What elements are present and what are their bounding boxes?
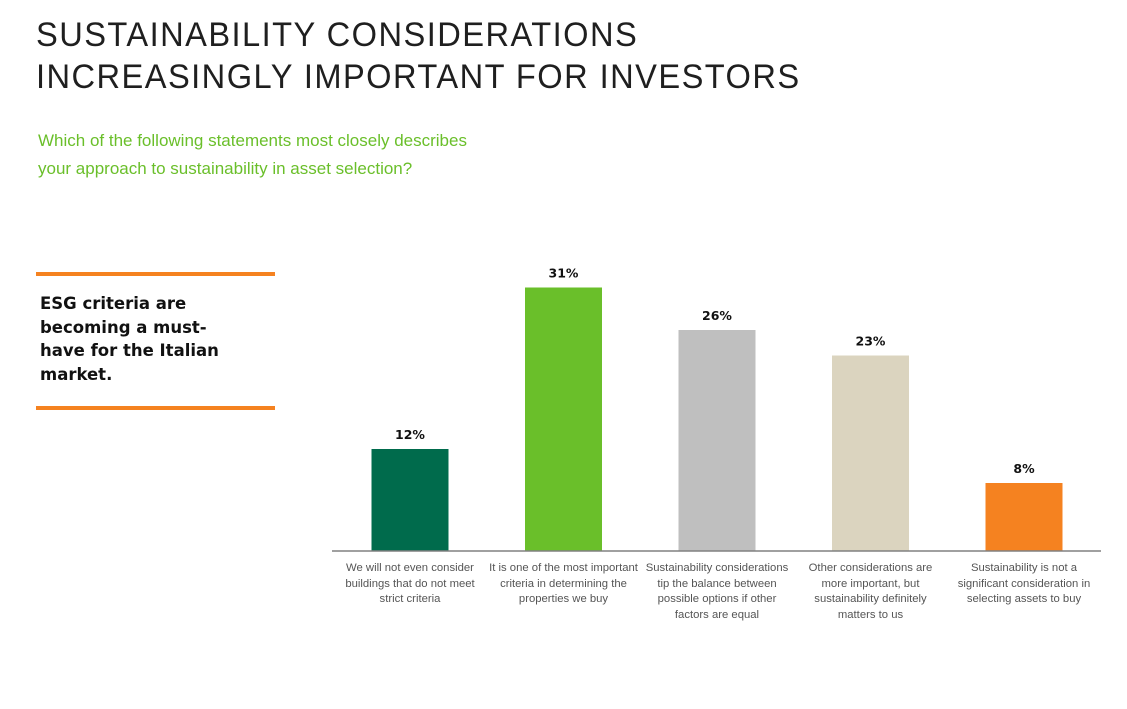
bar-5 xyxy=(985,483,1063,551)
bar-2 xyxy=(525,287,602,551)
data-label-3: 26% xyxy=(702,308,732,323)
callout-divider-bottom xyxy=(36,406,275,410)
title-line-1: SUSTAINABILITY CONSIDERATIONS xyxy=(36,16,639,54)
data-label-5: 8% xyxy=(1013,461,1035,476)
category-label-4: Other considerations are more important,… xyxy=(808,562,933,621)
survey-question: Which of the following statements most c… xyxy=(38,127,467,183)
data-label-1: 12% xyxy=(395,427,425,442)
callout-text: ESG criteria are becoming a must-have fo… xyxy=(40,294,219,384)
bar-1 xyxy=(371,449,449,551)
data-label-2: 31% xyxy=(549,266,579,281)
bar-4 xyxy=(832,355,909,551)
data-label-4: 23% xyxy=(856,334,886,349)
category-label-3: Sustainability considerations tip the ba… xyxy=(645,562,789,621)
bars-group xyxy=(371,287,1063,551)
callout-divider-top xyxy=(36,272,275,276)
category-label-5: Sustainability is not a significant cons… xyxy=(957,562,1091,605)
question-line-2: your approach to sustainability in asset… xyxy=(38,159,413,178)
category-label-2: It is one of the most important criteria… xyxy=(489,562,638,605)
bar-3 xyxy=(678,330,756,551)
title-line-2: INCREASINGLY IMPORTANT FOR INVESTORS xyxy=(36,58,801,96)
category-label-1: We will not even consider buildings that… xyxy=(345,562,475,605)
page-title: SUSTAINABILITY CONSIDERATIONS INCREASING… xyxy=(36,14,801,98)
question-line-1: Which of the following statements most c… xyxy=(38,131,467,150)
value-labels-group: 12% 31% 26% 23% 8% xyxy=(395,266,1035,477)
